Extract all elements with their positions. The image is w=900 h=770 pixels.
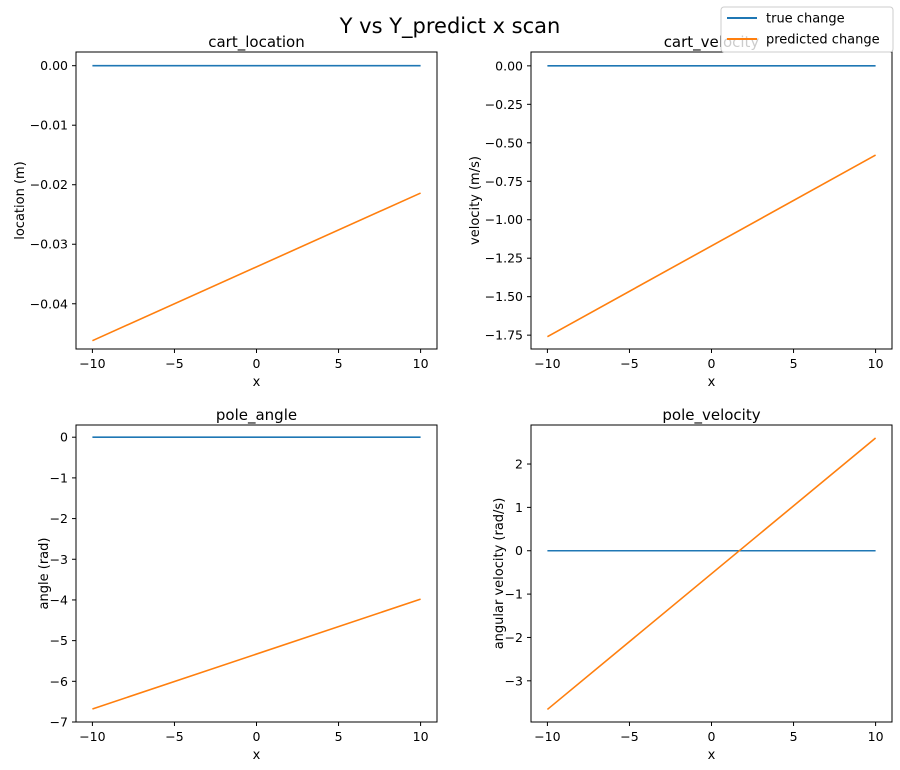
- legend-label-true-change: true change: [766, 12, 845, 27]
- x-tick-label: −10: [79, 356, 105, 371]
- y-axis-label: velocity (m/s): [468, 156, 483, 245]
- x-tick-label: −10: [534, 356, 560, 371]
- x-tick-label: 10: [413, 729, 429, 744]
- x-tick-label: 5: [790, 729, 798, 744]
- subplot-title: pole_velocity: [662, 406, 760, 425]
- legend-label-predicted-change: predicted change: [766, 33, 880, 48]
- figure-title: Y vs Y_predict x scan: [339, 14, 561, 39]
- axes-frame: [75, 51, 438, 350]
- series-line-predicted-change: [546, 437, 877, 711]
- y-tick-label: −2: [505, 630, 523, 645]
- x-tick-label: −5: [620, 729, 638, 744]
- y-tick-label: −0.75: [485, 174, 523, 189]
- y-tick-label: −0.01: [30, 118, 68, 133]
- y-tick-label: 0.00: [40, 58, 68, 73]
- x-tick-label: 5: [335, 729, 343, 744]
- x-tick-label: 10: [413, 356, 429, 371]
- y-tick-label: −3: [505, 673, 523, 688]
- x-tick-label: −5: [620, 356, 638, 371]
- y-tick-label: 0.00: [495, 58, 523, 73]
- y-tick-label: −6: [50, 674, 68, 689]
- y-tick-label: −1: [50, 470, 68, 485]
- y-tick-label: −0.03: [30, 237, 68, 252]
- y-tick-label: 2: [515, 457, 523, 472]
- x-tick-label: −5: [165, 729, 183, 744]
- series-line-predicted-change: [92, 598, 421, 710]
- x-tick-label: 0: [253, 729, 261, 744]
- subplot-cart_velocity: −10 −5 0 5 10 0.00 −0.25 −0.50 −0.75 −1.00 −1.25 −1…: [468, 33, 893, 390]
- subplot-title: pole_angle: [216, 406, 297, 425]
- y-tick-label: −1.50: [485, 289, 523, 304]
- x-axis-label: x: [708, 375, 716, 390]
- y-tick-label: −0.25: [485, 97, 523, 112]
- x-axis-label: x: [708, 748, 716, 763]
- x-tick-label: 0: [708, 356, 716, 371]
- x-tick-label: 10: [868, 729, 884, 744]
- y-tick-label: −0.04: [30, 296, 68, 311]
- y-tick-label: −0.50: [485, 135, 523, 150]
- y-tick-label: −4: [50, 592, 68, 607]
- x-tick-label: 5: [790, 356, 798, 371]
- series-line-predicted-change: [92, 192, 421, 342]
- y-tick-label: −5: [50, 633, 68, 648]
- y-tick-label: 0: [515, 543, 523, 558]
- y-tick-label: −1.75: [485, 328, 523, 343]
- y-tick-label: −1: [505, 587, 523, 602]
- y-axis-label: angular velocity (rad/s): [492, 498, 507, 650]
- subplot-pole_velocity: −10 −5 0 5 10210−1−2−3pole_velocityxangular …: [492, 406, 893, 763]
- y-tick-label: −3: [50, 552, 68, 567]
- y-tick-label: −1.00: [485, 212, 523, 227]
- x-tick-label: 0: [253, 356, 261, 371]
- y-tick-label: 1: [515, 500, 523, 515]
- x-tick-label: 5: [335, 356, 343, 371]
- subplot-title: cart_location: [208, 33, 305, 52]
- y-tick-label: −2: [50, 511, 68, 526]
- y-tick-label: −1.25: [485, 251, 523, 266]
- x-tick-label: −10: [79, 729, 105, 744]
- series-line-predicted-change: [547, 154, 876, 338]
- x-tick-label: 0: [708, 729, 716, 744]
- x-tick-label: −5: [165, 356, 183, 371]
- y-axis-label: location (m): [13, 161, 28, 240]
- subplots: −10 −5 0 5 100.00−0.01−0.02−0.03−0.04cart_lo…: [13, 33, 893, 763]
- subplot-cart_location: −10 −5 0 5 10 0.00 −0.01 −0.02 −0.03 −0.04 cart_lo…: [13, 33, 438, 390]
- x-axis-label: x: [253, 375, 261, 390]
- legend: true change predicted change: [720, 6, 894, 53]
- x-tick-label: 10: [868, 356, 884, 371]
- axes-frame: [530, 51, 893, 350]
- y-tick-label: −0.02: [30, 177, 68, 192]
- y-tick-label: 0: [60, 430, 68, 445]
- x-axis-label: x: [253, 748, 261, 763]
- axes-frame: [75, 424, 438, 723]
- x-tick-label: −10: [534, 729, 560, 744]
- legend-frame: [720, 6, 894, 53]
- y-tick-label: −7: [50, 715, 68, 730]
- y-axis-label: angle (rad): [37, 538, 52, 610]
